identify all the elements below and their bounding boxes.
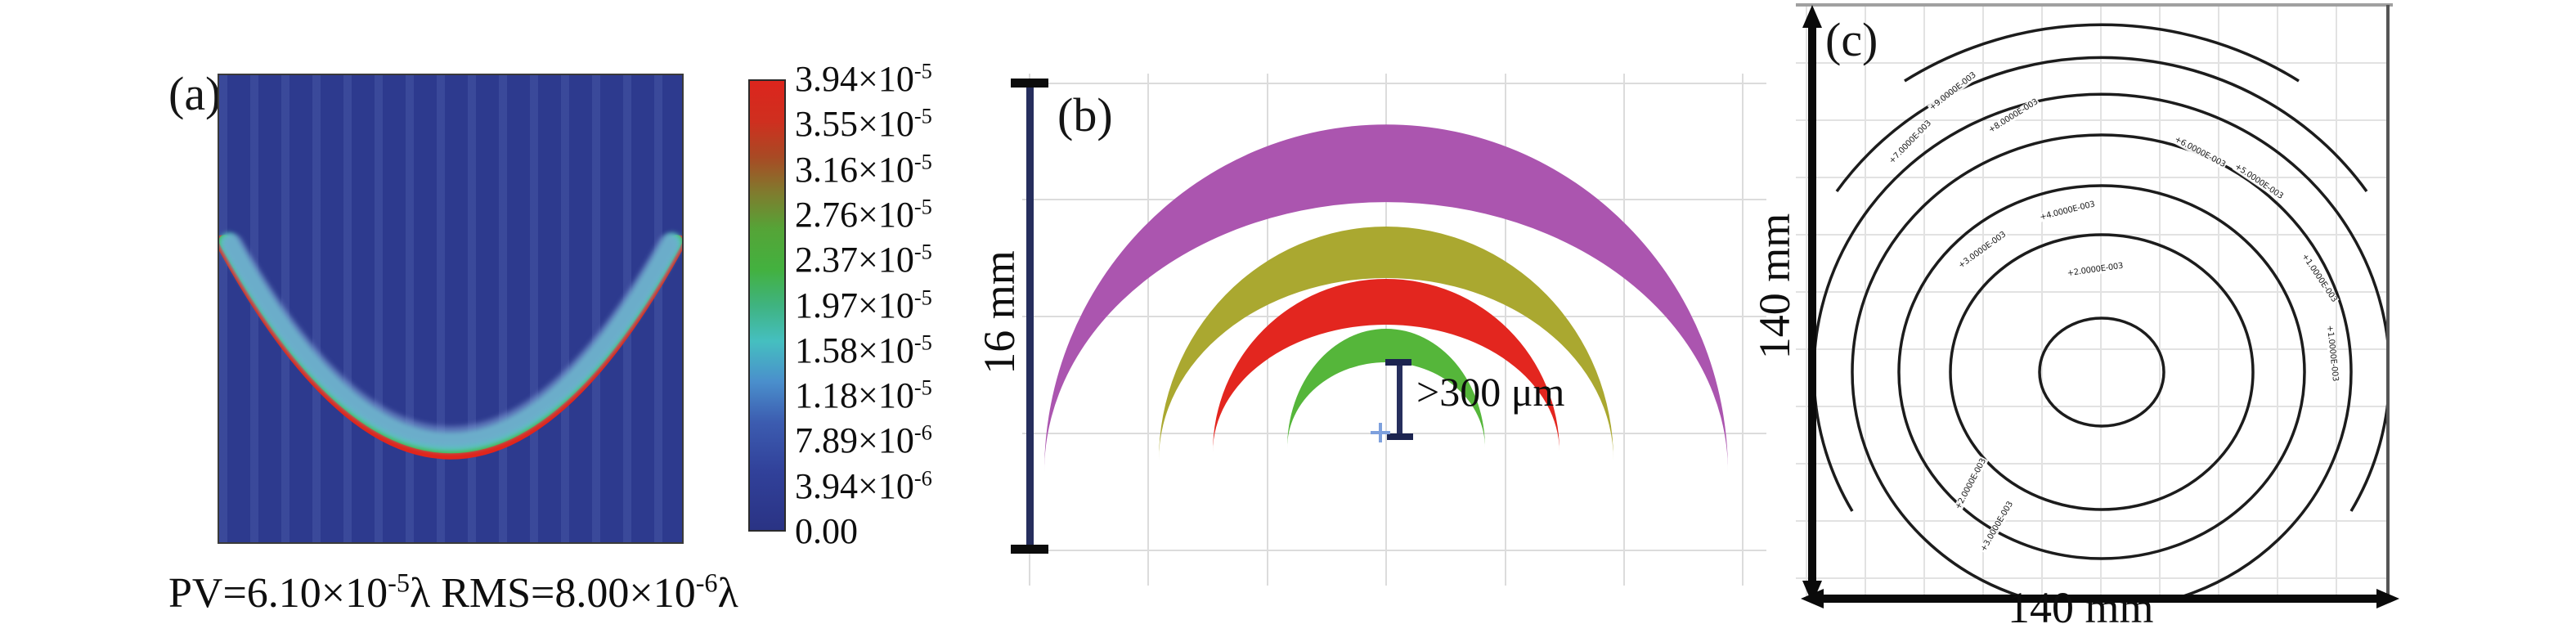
- arc-band-red: [1213, 279, 1560, 452]
- dimension-cap-bottom: [1011, 545, 1048, 554]
- colorbar-tick-label: 7.89×10-6: [795, 420, 932, 461]
- plus-marker: [1371, 423, 1390, 442]
- colorbar-tick-label: 3.94×10-5: [795, 58, 932, 99]
- contour-ring-3: [1897, 184, 2306, 560]
- colorbar-tick-label: 1.18×10-5: [795, 375, 932, 416]
- contour-ring-7: [1904, 23, 2300, 83]
- gap-dimension-cap-top: [1385, 359, 1411, 366]
- panel-b-annotation: >300 μm: [1416, 369, 1565, 415]
- arrow-head-left-icon: [1801, 589, 1824, 608]
- grid-vertical-lines: [1806, 7, 2337, 599]
- heatmap-crescent: [219, 232, 682, 460]
- panel-b-height-dimension-label: 16 mm: [975, 250, 1024, 375]
- colorbar-tick-label: 3.16×10-5: [795, 148, 932, 190]
- arc-band-olive: [1159, 227, 1613, 460]
- contour-grid-group: [1796, 7, 2386, 599]
- contour-ring-1: [2038, 316, 2165, 428]
- panel-b-plot: [1011, 74, 1766, 586]
- colorbar-labels: 3.94×10-5 3.55×10-5 3.16×10-5 2.76×10-5 2.37…: [795, 0, 991, 633]
- caption-text: PV=6.10×10: [168, 570, 388, 617]
- contour-ring-2: [1949, 233, 2255, 511]
- colorbar-tick-label: 0.00: [795, 511, 858, 551]
- panel-c-contour-plot: [1796, 3, 2399, 608]
- arrow-head-down-icon: [1802, 581, 1822, 604]
- caption-exponent: -5: [388, 568, 410, 598]
- caption-text: λ RMS=8.00×10: [409, 570, 696, 617]
- panel-c-label: (c): [1825, 13, 1878, 66]
- panel-c-width-dimension-label: 140 mm: [2008, 583, 2154, 632]
- colorbar-tick-label: 3.94×10-6: [795, 465, 932, 506]
- panel-a-label: (a): [168, 67, 222, 120]
- caption-exponent: -6: [695, 568, 718, 598]
- arrow-head-up-icon: [1802, 5, 1822, 28]
- colorbar-tick-label: 1.58×10-5: [795, 330, 932, 370]
- gap-dimension-bar: [1397, 362, 1402, 438]
- crescent-blue-band: [222, 234, 680, 447]
- contour-ring-4: [1851, 133, 2353, 600]
- colorbar-tick-label: 2.37×10-5: [795, 239, 932, 281]
- colorbar: [748, 79, 786, 532]
- panel-c-height-dimension-label: 140 mm: [1750, 213, 1799, 360]
- colorbar-tick-label: 3.55×10-5: [795, 103, 932, 145]
- panel-a-caption: PV=6.10×10-5λ RMS=8.00×10-6λ: [168, 569, 738, 617]
- contour-rings: [1812, 23, 2386, 600]
- height-dimension-bar: [1026, 83, 1034, 550]
- contour-ring-5: [1812, 92, 2386, 512]
- panel-b-label: (b): [1057, 88, 1113, 141]
- panel-a-heatmap: [218, 74, 684, 544]
- colorbar-tick-label: 2.76×10-5: [795, 194, 932, 235]
- dimension-cap-top: [1011, 79, 1048, 88]
- arrow-head-right-icon: [2376, 589, 2399, 608]
- arc-band-purple: [1044, 124, 1728, 472]
- gap-dimension-cap-bottom: [1387, 433, 1413, 440]
- caption-text: λ: [717, 570, 738, 617]
- arc-band-green: [1287, 329, 1485, 448]
- colorbar-tick-label: 1.97×10-5: [795, 284, 932, 325]
